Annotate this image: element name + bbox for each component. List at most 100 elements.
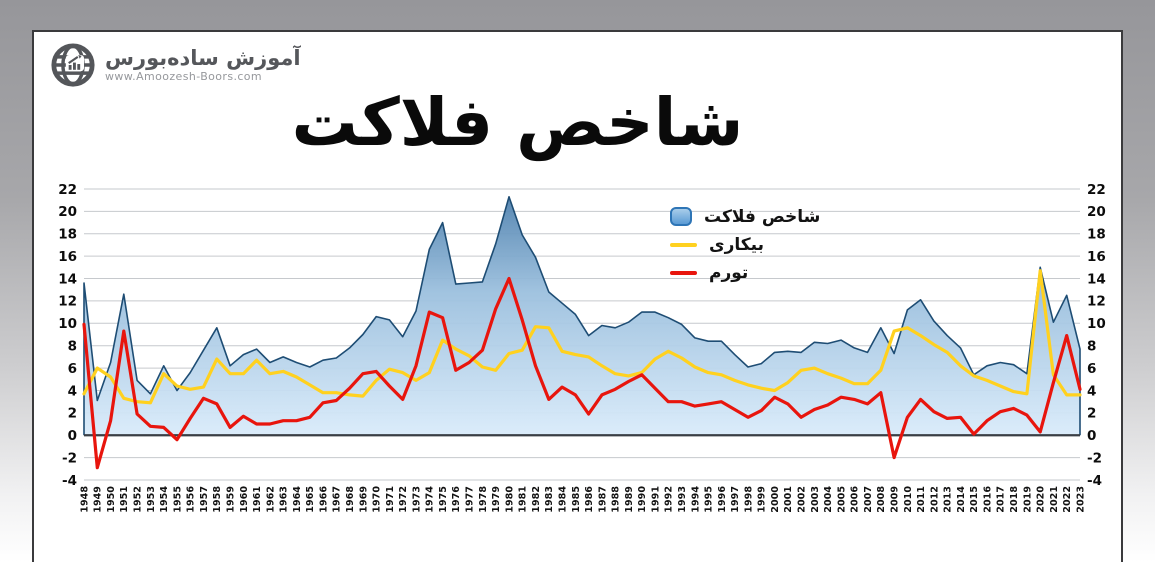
svg-text:1979: 1979 <box>491 486 502 513</box>
svg-text:1962: 1962 <box>265 486 276 513</box>
page-title: شاخص فلاکت <box>291 84 745 161</box>
legend-item-misery: شاخص فلاکت <box>670 205 820 228</box>
globe-chart-icon <box>51 43 95 87</box>
svg-text:2004: 2004 <box>823 486 834 513</box>
svg-text:2006: 2006 <box>850 486 861 513</box>
svg-text:2019: 2019 <box>1022 486 1033 513</box>
svg-text:2011: 2011 <box>916 486 927 513</box>
svg-text:1963: 1963 <box>279 486 290 513</box>
svg-text:1994: 1994 <box>690 486 701 513</box>
svg-text:-2: -2 <box>62 450 77 466</box>
svg-text:1958: 1958 <box>212 486 223 513</box>
svg-text:12: 12 <box>58 294 77 310</box>
brand-name: آموزش ساده‌بورس <box>105 46 301 71</box>
svg-text:14: 14 <box>58 271 77 287</box>
misery-area-edge <box>83 196 1081 436</box>
svg-text:1986: 1986 <box>584 486 595 513</box>
svg-text:10: 10 <box>1087 316 1106 332</box>
svg-text:1976: 1976 <box>451 486 462 513</box>
svg-text:6: 6 <box>68 361 77 377</box>
svg-text:1971: 1971 <box>385 486 396 513</box>
svg-text:-4: -4 <box>1087 473 1102 489</box>
svg-text:8: 8 <box>68 338 77 354</box>
svg-text:1983: 1983 <box>544 486 555 513</box>
legend-label-inflation: تورم <box>709 262 749 283</box>
legend-label-unemployment: بیکاری <box>709 234 764 255</box>
svg-text:1977: 1977 <box>465 486 476 513</box>
svg-text:16: 16 <box>58 249 77 265</box>
svg-text:1999: 1999 <box>757 486 768 513</box>
svg-text:0: 0 <box>1087 428 1096 444</box>
svg-text:1955: 1955 <box>172 486 183 513</box>
legend-label-misery: شاخص فلاکت <box>704 206 821 227</box>
svg-text:2021: 2021 <box>1049 486 1060 513</box>
svg-text:2001: 2001 <box>783 486 794 513</box>
svg-text:2022: 2022 <box>1062 486 1073 513</box>
svg-text:20: 20 <box>1087 204 1106 220</box>
svg-text:2013: 2013 <box>943 486 954 513</box>
brand-logo: آموزش ساده‌بورس www.Amoozesh-Boors.com <box>50 42 301 88</box>
svg-text:1953: 1953 <box>146 486 157 513</box>
svg-text:1990: 1990 <box>637 486 648 513</box>
svg-text:2017: 2017 <box>996 486 1007 513</box>
svg-text:1960: 1960 <box>239 486 250 513</box>
svg-text:2002: 2002 <box>797 486 808 513</box>
svg-text:1975: 1975 <box>438 486 449 513</box>
svg-text:1968: 1968 <box>345 486 356 513</box>
svg-text:1985: 1985 <box>571 486 582 513</box>
svg-text:1966: 1966 <box>318 486 329 513</box>
svg-text:-2: -2 <box>1087 450 1102 466</box>
svg-text:1967: 1967 <box>332 486 343 513</box>
svg-text:2007: 2007 <box>863 486 874 513</box>
svg-text:2018: 2018 <box>1009 486 1020 513</box>
svg-text:1980: 1980 <box>504 486 515 513</box>
svg-text:1984: 1984 <box>557 486 568 513</box>
svg-text:2015: 2015 <box>969 486 980 513</box>
svg-text:2012: 2012 <box>929 486 940 513</box>
svg-text:22: 22 <box>58 182 77 198</box>
svg-text:1949: 1949 <box>93 486 104 513</box>
svg-text:22: 22 <box>1087 182 1106 198</box>
svg-text:2: 2 <box>68 406 77 422</box>
svg-text:20: 20 <box>58 204 77 220</box>
unemployment-line <box>82 269 1082 405</box>
svg-text:0: 0 <box>68 428 77 444</box>
svg-text:1969: 1969 <box>358 486 369 513</box>
svg-text:1957: 1957 <box>199 486 210 513</box>
svg-text:16: 16 <box>1087 249 1106 265</box>
svg-text:2008: 2008 <box>876 486 887 513</box>
brand-url: www.Amoozesh-Boors.com <box>105 69 263 83</box>
svg-text:1948: 1948 <box>79 486 90 513</box>
svg-text:18: 18 <box>58 227 77 243</box>
inflation-line-swatch <box>670 270 697 275</box>
svg-text:18: 18 <box>1087 227 1106 243</box>
legend-item-inflation: تورم <box>670 261 820 284</box>
inflation-line <box>82 276 1082 470</box>
unemployment-line-swatch <box>670 242 697 247</box>
svg-text:1956: 1956 <box>186 486 197 513</box>
legend-item-unemployment: بیکاری <box>670 233 820 256</box>
misery-area-swatch <box>670 207 692 226</box>
svg-text:1964: 1964 <box>292 486 303 513</box>
svg-text:1995: 1995 <box>704 486 715 513</box>
svg-text:10: 10 <box>58 316 77 332</box>
svg-text:1950: 1950 <box>106 486 117 513</box>
svg-text:1996: 1996 <box>717 486 728 513</box>
x-axis-year-labels: 1948 1949 1950 1951 1952 1953 1954 1955 1956 1957… <box>79 486 1086 513</box>
svg-text:14: 14 <box>1087 271 1106 287</box>
svg-text:1992: 1992 <box>664 486 675 513</box>
svg-text:2005: 2005 <box>836 486 847 513</box>
svg-text:1981: 1981 <box>518 486 529 513</box>
svg-text:1991: 1991 <box>650 486 661 513</box>
svg-text:4: 4 <box>1087 383 1096 399</box>
misery-index-chart: -4 -4 -2 -2 0 0 2 2 4 4 6 6 8 8 10 10 12 12 14 14 16 16 18 18 20… <box>34 180 1125 532</box>
svg-text:1988: 1988 <box>611 486 622 513</box>
svg-text:2020: 2020 <box>1036 486 1047 513</box>
svg-text:8: 8 <box>1087 338 1096 354</box>
svg-text:1974: 1974 <box>425 486 436 513</box>
svg-text:1965: 1965 <box>305 486 316 513</box>
svg-text:4: 4 <box>68 383 77 399</box>
